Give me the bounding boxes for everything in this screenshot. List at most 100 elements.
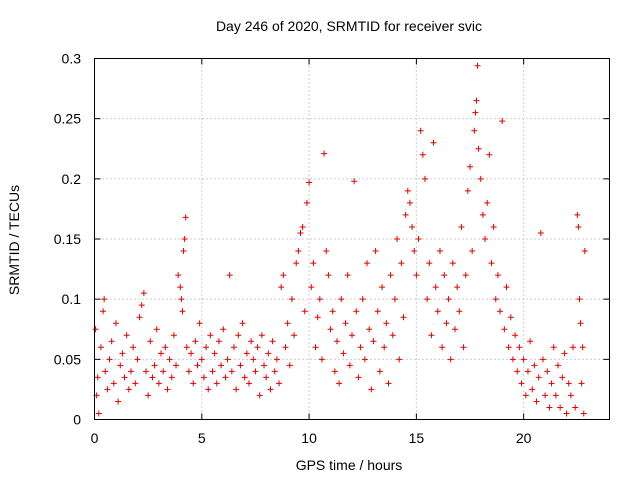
data-point bbox=[379, 284, 386, 291]
data-point bbox=[125, 386, 132, 393]
data-point bbox=[220, 326, 227, 333]
data-point bbox=[261, 362, 268, 369]
data-point bbox=[226, 272, 233, 279]
data-point bbox=[155, 380, 162, 387]
data-point bbox=[411, 248, 418, 255]
data-point bbox=[312, 344, 319, 351]
data-point bbox=[565, 380, 572, 387]
data-point bbox=[396, 356, 403, 363]
data-point bbox=[421, 175, 428, 182]
data-point bbox=[306, 179, 313, 186]
data-point bbox=[183, 344, 190, 351]
data-point bbox=[413, 272, 420, 279]
data-point bbox=[535, 374, 542, 381]
data-point bbox=[297, 229, 304, 236]
data-point bbox=[316, 296, 323, 303]
data-point bbox=[160, 368, 167, 375]
data-point bbox=[404, 187, 411, 194]
data-point bbox=[400, 314, 407, 321]
data-point bbox=[445, 296, 452, 303]
data-point bbox=[537, 229, 544, 236]
data-point bbox=[387, 272, 394, 279]
data-point bbox=[203, 344, 210, 351]
data-point bbox=[432, 284, 439, 291]
data-point bbox=[575, 223, 582, 230]
y-tick-label: 0 bbox=[73, 412, 81, 428]
data-point bbox=[136, 314, 143, 321]
data-point bbox=[323, 248, 330, 255]
data-point bbox=[112, 320, 119, 327]
data-point bbox=[505, 344, 512, 351]
data-point bbox=[579, 344, 586, 351]
data-point bbox=[474, 62, 481, 69]
data-point bbox=[145, 392, 152, 399]
data-point bbox=[254, 344, 261, 351]
data-point bbox=[529, 386, 536, 393]
data-point bbox=[577, 320, 584, 327]
data-point bbox=[436, 248, 443, 255]
data-point bbox=[170, 332, 177, 339]
data-point bbox=[250, 356, 257, 363]
data-point bbox=[215, 338, 222, 345]
data-point bbox=[158, 350, 165, 357]
data-point bbox=[563, 410, 570, 417]
x-tick-label: 5 bbox=[198, 430, 206, 446]
data-point bbox=[546, 404, 553, 411]
data-point bbox=[140, 290, 147, 297]
data-point bbox=[301, 308, 308, 315]
data-point bbox=[469, 248, 476, 255]
data-point bbox=[336, 380, 343, 387]
data-point bbox=[462, 272, 469, 279]
data-points-layer bbox=[92, 62, 588, 417]
data-point bbox=[271, 368, 278, 375]
data-point bbox=[370, 338, 377, 345]
data-point bbox=[248, 338, 255, 345]
data-point bbox=[355, 374, 362, 381]
data-point bbox=[351, 178, 358, 185]
y-tick-label: 0.15 bbox=[54, 231, 81, 247]
data-point bbox=[263, 374, 270, 381]
data-point bbox=[349, 332, 355, 339]
data-point bbox=[276, 380, 283, 387]
data-point bbox=[419, 151, 426, 158]
data-point bbox=[490, 223, 497, 230]
data-point bbox=[243, 350, 250, 357]
data-point bbox=[428, 332, 435, 339]
data-point bbox=[291, 332, 298, 339]
data-point bbox=[132, 380, 139, 387]
data-point bbox=[192, 338, 199, 345]
data-point bbox=[542, 392, 549, 399]
data-point bbox=[559, 374, 566, 381]
data-point bbox=[531, 362, 538, 369]
data-point bbox=[484, 199, 491, 206]
data-point bbox=[94, 374, 101, 381]
data-point bbox=[327, 326, 334, 333]
data-point bbox=[101, 296, 108, 303]
data-point bbox=[477, 175, 484, 182]
data-point bbox=[211, 350, 218, 357]
data-point bbox=[472, 109, 479, 116]
data-point bbox=[383, 320, 390, 327]
data-point bbox=[256, 392, 263, 399]
data-point bbox=[398, 260, 405, 267]
chart-title: Day 246 of 2020, SRMTID for receiver svi… bbox=[216, 18, 482, 34]
data-point bbox=[282, 344, 289, 351]
data-point bbox=[258, 332, 265, 339]
data-point bbox=[331, 368, 338, 375]
data-point bbox=[164, 386, 171, 393]
data-point bbox=[117, 362, 124, 369]
data-point bbox=[430, 139, 437, 146]
data-point bbox=[574, 211, 581, 218]
data-point bbox=[458, 223, 465, 230]
data-point bbox=[570, 344, 577, 351]
data-point bbox=[293, 260, 300, 267]
data-point bbox=[394, 236, 401, 242]
data-point bbox=[578, 380, 585, 387]
data-point bbox=[581, 248, 588, 255]
data-point bbox=[278, 284, 285, 291]
data-point bbox=[149, 374, 156, 381]
data-point bbox=[518, 380, 525, 387]
y-tick-label: 0.25 bbox=[54, 111, 81, 127]
data-point bbox=[182, 214, 189, 221]
